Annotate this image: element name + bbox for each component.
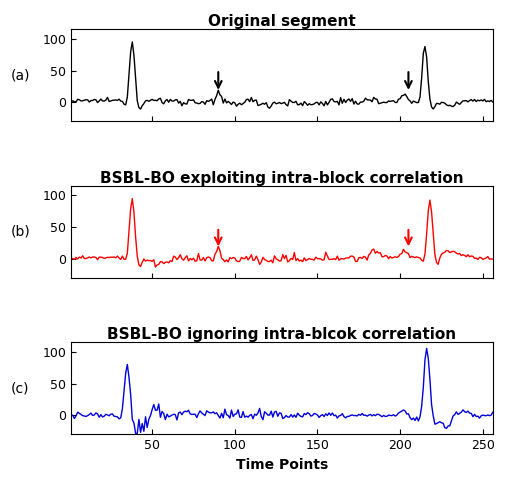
Y-axis label: (c): (c) bbox=[11, 381, 29, 395]
X-axis label: Time Points: Time Points bbox=[236, 458, 328, 472]
Y-axis label: (b): (b) bbox=[10, 225, 30, 239]
Title: BSBL-BO ignoring intra-blcok correlation: BSBL-BO ignoring intra-blcok correlation bbox=[107, 327, 457, 342]
Title: BSBL-BO exploiting intra-block correlation: BSBL-BO exploiting intra-block correlati… bbox=[100, 171, 464, 186]
Title: Original segment: Original segment bbox=[208, 14, 356, 29]
Y-axis label: (a): (a) bbox=[10, 68, 30, 82]
